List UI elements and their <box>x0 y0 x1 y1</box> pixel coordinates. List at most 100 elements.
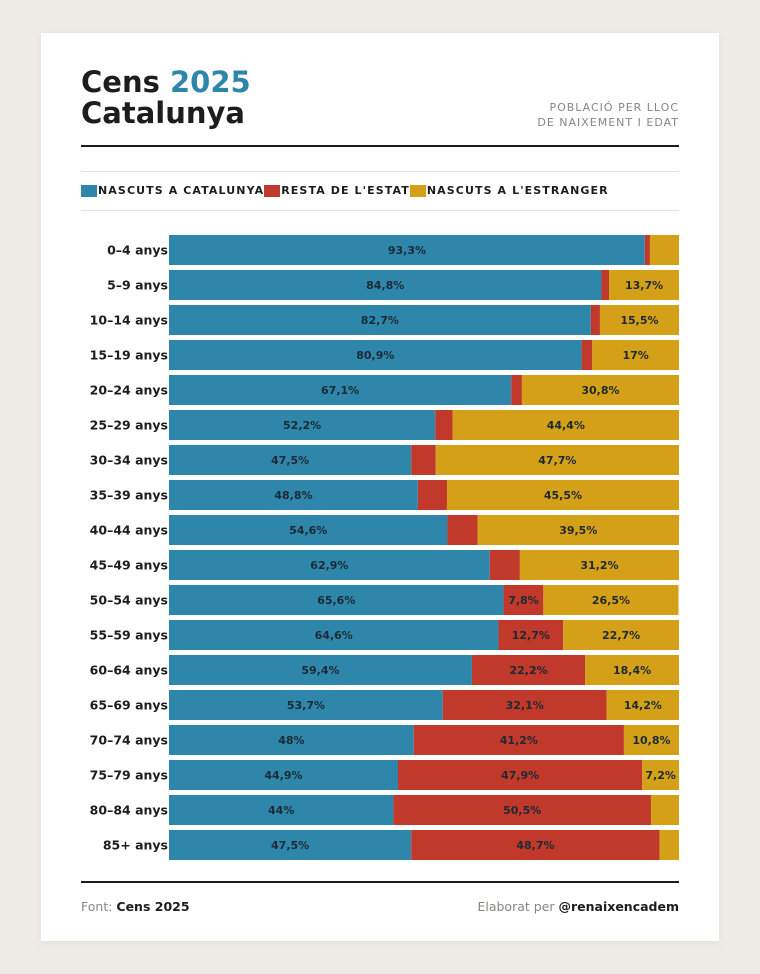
data-label-nascuts-a-l-estranger-65-69-anys: 14,2% <box>624 699 662 712</box>
row-label-75-79-anys: 75–79 anys <box>90 768 168 783</box>
bar-nascuts-a-l-estranger-0-4-anys <box>649 235 679 265</box>
data-label-nascuts-a-l-estranger-10-14-anys: 15,5% <box>620 314 658 327</box>
data-label-resta-de-l-estat-75-79-anys: 47,9% <box>501 769 539 782</box>
bar-nascuts-a-catalunya-40-44-anys <box>169 515 448 545</box>
data-label-nascuts-a-catalunya-85-anys: 47,5% <box>271 839 309 852</box>
bar-nascuts-a-l-estranger-60-64-anys <box>585 655 679 685</box>
bar-resta-de-l-estat-45-49-anys <box>489 550 520 580</box>
page-title: Cens 2025 <box>81 67 251 98</box>
bar-nascuts-a-catalunya-80-84-anys <box>169 795 394 825</box>
data-label-nascuts-a-catalunya-65-69-anys: 53,7% <box>287 699 325 712</box>
data-label-nascuts-a-catalunya-15-19-anys: 80,9% <box>356 349 394 362</box>
data-label-resta-de-l-estat-70-74-anys: 41,2% <box>500 734 538 747</box>
data-label-nascuts-a-l-estranger-45-49-anys: 31,2% <box>580 559 618 572</box>
title-block: Cens 2025 Catalunya <box>81 67 251 129</box>
data-label-nascuts-a-catalunya-10-14-anys: 82,7% <box>361 314 399 327</box>
data-label-nascuts-a-l-estranger-20-24-anys: 30,8% <box>581 384 619 397</box>
data-label-nascuts-a-l-estranger-75-79-anys: 7,2% <box>645 769 676 782</box>
data-label-resta-de-l-estat-85-anys: 48,7% <box>516 839 554 852</box>
bar-resta-de-l-estat-40-44-anys <box>447 515 478 545</box>
title-year: 2025 <box>169 65 251 99</box>
bar-nascuts-a-l-estranger-50-54-anys <box>543 585 679 615</box>
data-label-resta-de-l-estat-65-69-anys: 32,1% <box>506 699 544 712</box>
row-label-10-14-anys: 10–14 anys <box>90 313 168 328</box>
data-label-nascuts-a-catalunya-0-4-anys: 93,3% <box>388 244 426 257</box>
legend-item-estranger: NASCUTS A L'ESTRANGER <box>409 184 609 197</box>
bar-resta-de-l-estat-10-14-anys <box>590 305 600 335</box>
data-label-nascuts-a-catalunya-60-64-anys: 59,4% <box>301 664 339 677</box>
bar-resta-de-l-estat-20-24-anys <box>511 375 522 405</box>
bar-nascuts-a-l-estranger-45-49-anys <box>519 550 679 580</box>
row-label-35-39-anys: 35–39 anys <box>90 488 168 503</box>
bar-resta-de-l-estat-5-9-anys <box>601 270 610 300</box>
row-label-20-24-anys: 20–24 anys <box>90 383 168 398</box>
legend-label-estranger: NASCUTS A L'ESTRANGER <box>426 184 609 197</box>
bar-resta-de-l-estat-15-19-anys <box>581 340 593 370</box>
bar-resta-de-l-estat-65-69-anys <box>442 690 607 720</box>
data-label-nascuts-a-catalunya-35-39-anys: 48,8% <box>274 489 312 502</box>
bar-nascuts-a-l-estranger-20-24-anys <box>521 375 679 405</box>
row-label-15-19-anys: 15–19 anys <box>90 348 168 363</box>
row-label-65-69-anys: 65–69 anys <box>90 698 168 713</box>
bar-nascuts-a-catalunya-50-54-anys <box>169 585 504 615</box>
data-label-nascuts-a-l-estranger-40-44-anys: 39,5% <box>559 524 597 537</box>
bar-nascuts-a-catalunya-30-34-anys <box>169 445 412 475</box>
bar-nascuts-a-l-estranger-35-39-anys <box>446 480 679 510</box>
bar-nascuts-a-l-estranger-30-34-anys <box>435 445 679 475</box>
data-label-nascuts-a-catalunya-45-49-anys: 62,9% <box>310 559 348 572</box>
bar-nascuts-a-catalunya-75-79-anys <box>169 760 398 790</box>
legend-item-estat: RESTA DE L'ESTAT <box>264 184 410 197</box>
bar-resta-de-l-estat-25-29-anys <box>435 410 453 440</box>
data-label-resta-de-l-estat-55-59-anys: 12,7% <box>512 629 550 642</box>
data-label-nascuts-a-catalunya-70-74-anys: 48% <box>278 734 304 747</box>
legend-swatch-catalunya <box>81 184 97 197</box>
bar-nascuts-a-catalunya-70-74-anys <box>169 725 414 755</box>
bar-nascuts-a-catalunya-35-39-anys <box>169 480 418 510</box>
bar-resta-de-l-estat-80-84-anys <box>393 795 651 825</box>
footer-credit: Elaborat per @renaixencadem <box>477 899 679 914</box>
bar-nascuts-a-catalunya-0-4-anys <box>169 235 645 265</box>
row-label-0-4-anys: 0–4 anys <box>107 243 168 258</box>
footer-divider <box>81 881 679 883</box>
bar-nascuts-a-catalunya-25-29-anys <box>169 410 436 440</box>
bar-nascuts-a-l-estranger-65-69-anys <box>606 690 679 720</box>
bar-nascuts-a-l-estranger-15-19-anys <box>592 340 679 370</box>
row-label-45-49-anys: 45–49 anys <box>90 558 168 573</box>
row-label-30-34-anys: 30–34 anys <box>90 453 168 468</box>
bar-nascuts-a-l-estranger-5-9-anys <box>609 270 679 300</box>
data-label-nascuts-a-catalunya-75-79-anys: 44,9% <box>264 769 302 782</box>
bar-resta-de-l-estat-60-64-anys <box>471 655 586 685</box>
row-label-55-59-anys: 55–59 anys <box>90 628 168 643</box>
chart-card: Cens 2025 Catalunya POBLACIÓ PER LLOC DE… <box>41 33 719 941</box>
page-title-region: Catalunya <box>81 96 245 130</box>
subtitle: POBLACIÓ PER LLOC DE NAIXEMENT I EDAT <box>537 100 679 130</box>
row-label-25-29-anys: 25–29 anys <box>90 418 168 433</box>
bar-nascuts-a-l-estranger-75-79-anys <box>642 760 679 790</box>
row-label-40-44-anys: 40–44 anys <box>90 523 168 538</box>
title-prefix: Cens <box>81 65 170 99</box>
credit-handle: @renaixencadem <box>558 899 680 914</box>
bar-nascuts-a-l-estranger-40-44-anys <box>477 515 679 545</box>
bar-nascuts-a-catalunya-5-9-anys <box>169 270 602 300</box>
data-label-nascuts-a-catalunya-30-34-anys: 47,5% <box>271 454 309 467</box>
source-name: Cens 2025 <box>116 899 190 914</box>
bar-nascuts-a-catalunya-60-64-anys <box>169 655 472 685</box>
row-label-50-54-anys: 50–54 anys <box>90 593 168 608</box>
row-label-85-anys: 85+ anys <box>103 838 168 853</box>
source-prefix: Font: <box>81 899 117 914</box>
bar-nascuts-a-catalunya-55-59-anys <box>169 620 499 650</box>
credit-prefix: Elaborat per <box>477 899 559 914</box>
legend-label-estat: RESTA DE L'ESTAT <box>281 184 410 197</box>
bar-resta-de-l-estat-30-34-anys <box>411 445 436 475</box>
legend-swatch-estranger <box>409 184 426 197</box>
row-label-5-9-anys: 5–9 anys <box>107 278 168 293</box>
row-label-80-84-anys: 80–84 anys <box>90 803 168 818</box>
legend-bottom-divider <box>81 210 679 211</box>
data-label-resta-de-l-estat-80-84-anys: 50,5% <box>503 804 541 817</box>
legend-top-divider <box>81 171 679 172</box>
data-label-nascuts-a-l-estranger-60-64-anys: 18,4% <box>613 664 651 677</box>
bar-nascuts-a-catalunya-85-anys <box>169 830 412 860</box>
data-label-nascuts-a-l-estranger-15-19-anys: 17% <box>622 349 648 362</box>
data-label-nascuts-a-catalunya-25-29-anys: 52,2% <box>283 419 321 432</box>
data-label-nascuts-a-catalunya-40-44-anys: 54,6% <box>289 524 327 537</box>
